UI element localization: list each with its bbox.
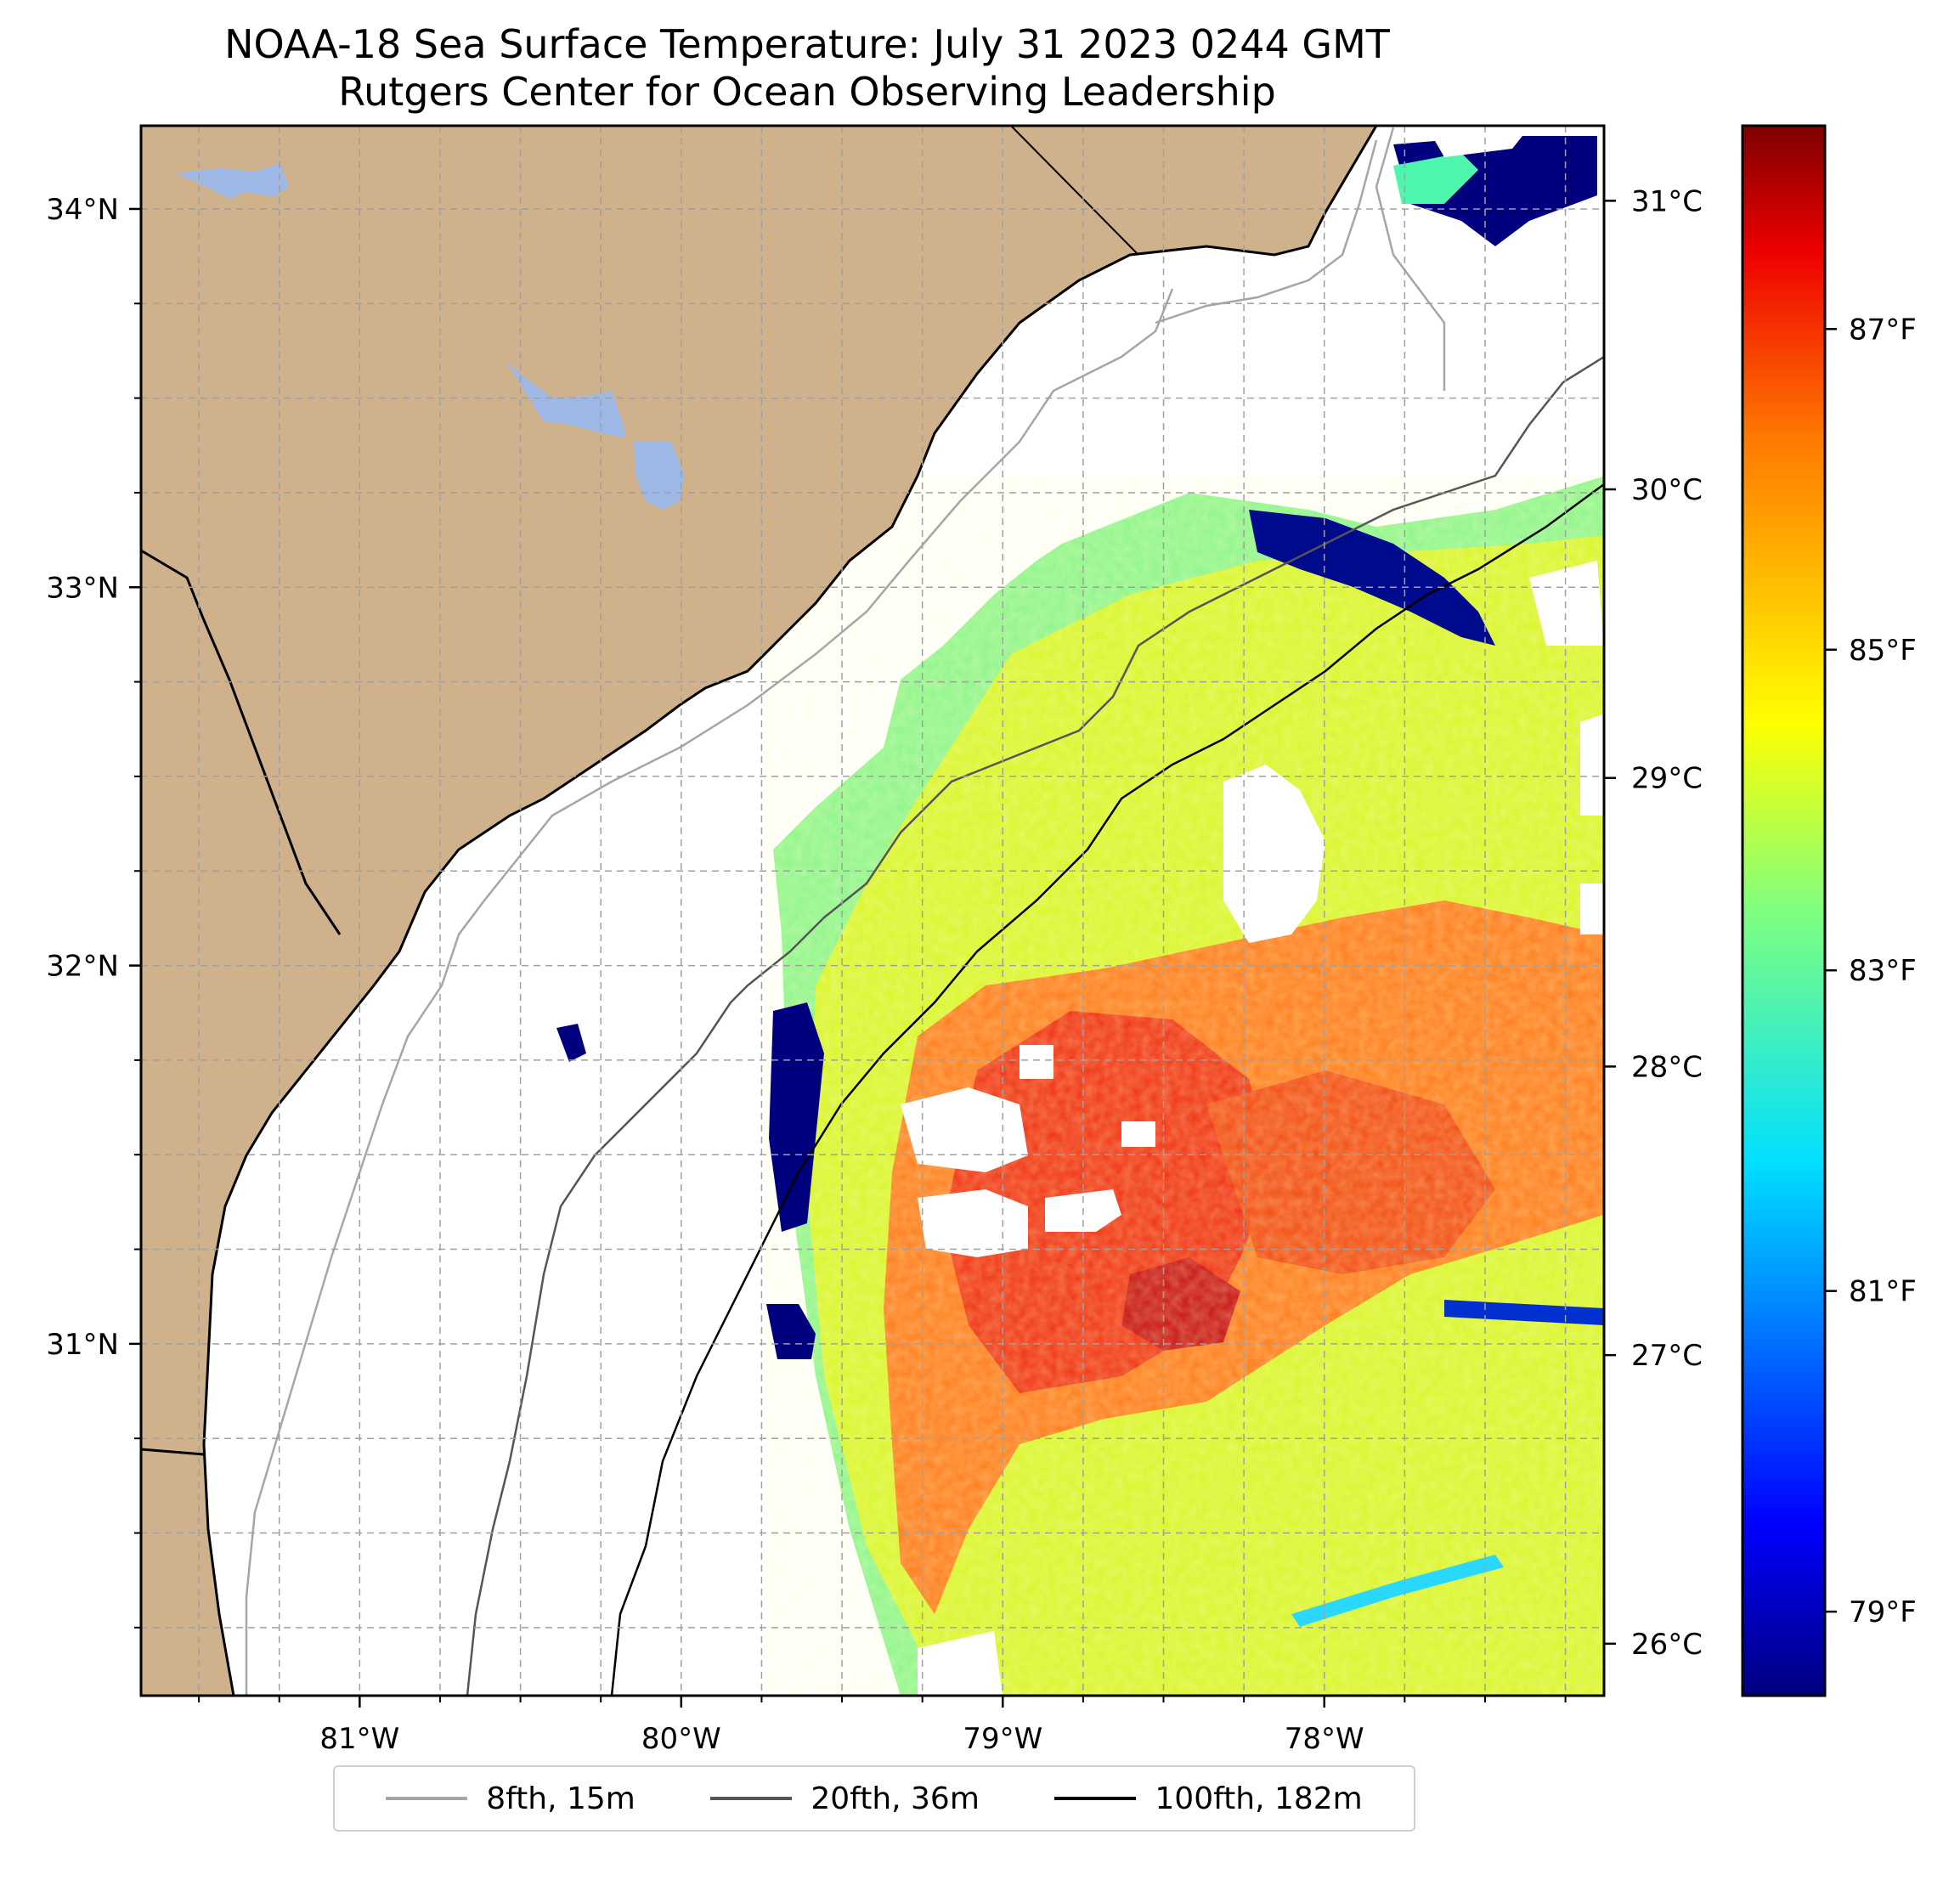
legend-swatch-8fth bbox=[386, 1797, 468, 1800]
fahrenheit-tick-label: 85°F bbox=[1849, 634, 1917, 668]
isobath-20fth-36m bbox=[466, 355, 1604, 1696]
celsius-tick-label: 27°C bbox=[1631, 1339, 1703, 1373]
isobath-legend: 8fth, 15m 20fth, 36m 100fth, 182m bbox=[333, 1765, 1415, 1832]
legend-label-100fth: 100fth, 182m bbox=[1155, 1781, 1363, 1816]
isobath-100fth-182m bbox=[610, 483, 1604, 1696]
longitude-axis: 81°W 80°W 79°W 78°W bbox=[198, 1696, 1567, 1756]
map-title: NOAA-18 Sea Surface Temperature: July 31… bbox=[224, 21, 1390, 67]
lat-tick-label: 33°N bbox=[46, 571, 119, 605]
sst-cold-island-offshore bbox=[556, 1024, 586, 1062]
map-gridlines bbox=[141, 126, 1604, 1696]
sst-cold-edge-southeast bbox=[1444, 1300, 1604, 1325]
colorbar-fahrenheit-axis: 79°F 81°F 83°F 85°F 87°F bbox=[1825, 313, 1917, 1629]
colorbar-gradient bbox=[1741, 124, 1827, 1697]
lat-tick-label: 32°N bbox=[46, 950, 119, 984]
interior-boundary-south bbox=[141, 1448, 205, 1456]
cloud-mask-areas bbox=[901, 127, 1604, 1696]
lon-tick-label: 81°W bbox=[319, 1722, 399, 1756]
legend-label-8fth: 8fth, 15m bbox=[486, 1781, 635, 1816]
land-area bbox=[141, 126, 1378, 1696]
legend-entry-100fth: 100fth, 182m bbox=[1054, 1781, 1363, 1816]
colorbar: 26°C 27°C 28°C 29°C 30°C 31°C 79°F 81°F 83°F 85°… bbox=[1604, 124, 1917, 1697]
map-panel bbox=[141, 126, 1604, 1696]
legend-label-20fth: 20fth, 36m bbox=[811, 1781, 980, 1816]
colorbar-celsius-axis: 26°C 27°C 28°C 29°C 30°C 31°C bbox=[1604, 184, 1703, 1662]
state-boundary bbox=[1010, 126, 1139, 256]
fahrenheit-tick-label: 83°F bbox=[1849, 954, 1917, 988]
sst-cool-patch-northeast bbox=[1393, 153, 1478, 204]
sst-cold-front-north bbox=[1249, 510, 1495, 646]
lon-tick-label: 79°W bbox=[963, 1722, 1042, 1756]
isobath-8fth-15m-outer bbox=[1155, 139, 1378, 325]
legend-swatch-100fth bbox=[1054, 1797, 1137, 1800]
latitude-axis: 31°N 32°N 33°N 34°N bbox=[46, 193, 141, 1629]
lakes bbox=[175, 163, 685, 510]
interior-boundary bbox=[141, 549, 342, 935]
fahrenheit-tick-label: 81°F bbox=[1849, 1275, 1917, 1309]
fahrenheit-tick-label: 87°F bbox=[1849, 313, 1917, 347]
sst-cold-patch-south bbox=[766, 1304, 816, 1359]
map-subtitle: Rutgers Center for Ocean Observing Leade… bbox=[338, 69, 1276, 115]
legend-swatch-20fth bbox=[710, 1797, 793, 1800]
legend-entry-20fth: 20fth, 36m bbox=[710, 1781, 980, 1816]
fahrenheit-tick-label: 79°F bbox=[1849, 1595, 1917, 1629]
lon-tick-label: 80°W bbox=[641, 1722, 721, 1756]
lat-tick-label: 31°N bbox=[46, 1328, 119, 1362]
lon-tick-label: 78°W bbox=[1285, 1722, 1364, 1756]
celsius-tick-label: 31°C bbox=[1631, 184, 1703, 218]
legend-entry-8fth: 8fth, 15m bbox=[386, 1781, 635, 1816]
map-frame bbox=[139, 124, 1606, 1697]
celsius-tick-label: 30°C bbox=[1631, 473, 1703, 507]
isobath-8fth-15m bbox=[245, 127, 1446, 1696]
sst-cool-streak-south bbox=[1291, 1555, 1504, 1627]
lat-tick-label: 34°N bbox=[46, 193, 119, 227]
celsius-tick-label: 26°C bbox=[1631, 1628, 1703, 1662]
celsius-tick-label: 28°C bbox=[1631, 1050, 1703, 1084]
celsius-tick-label: 29°C bbox=[1631, 762, 1703, 796]
